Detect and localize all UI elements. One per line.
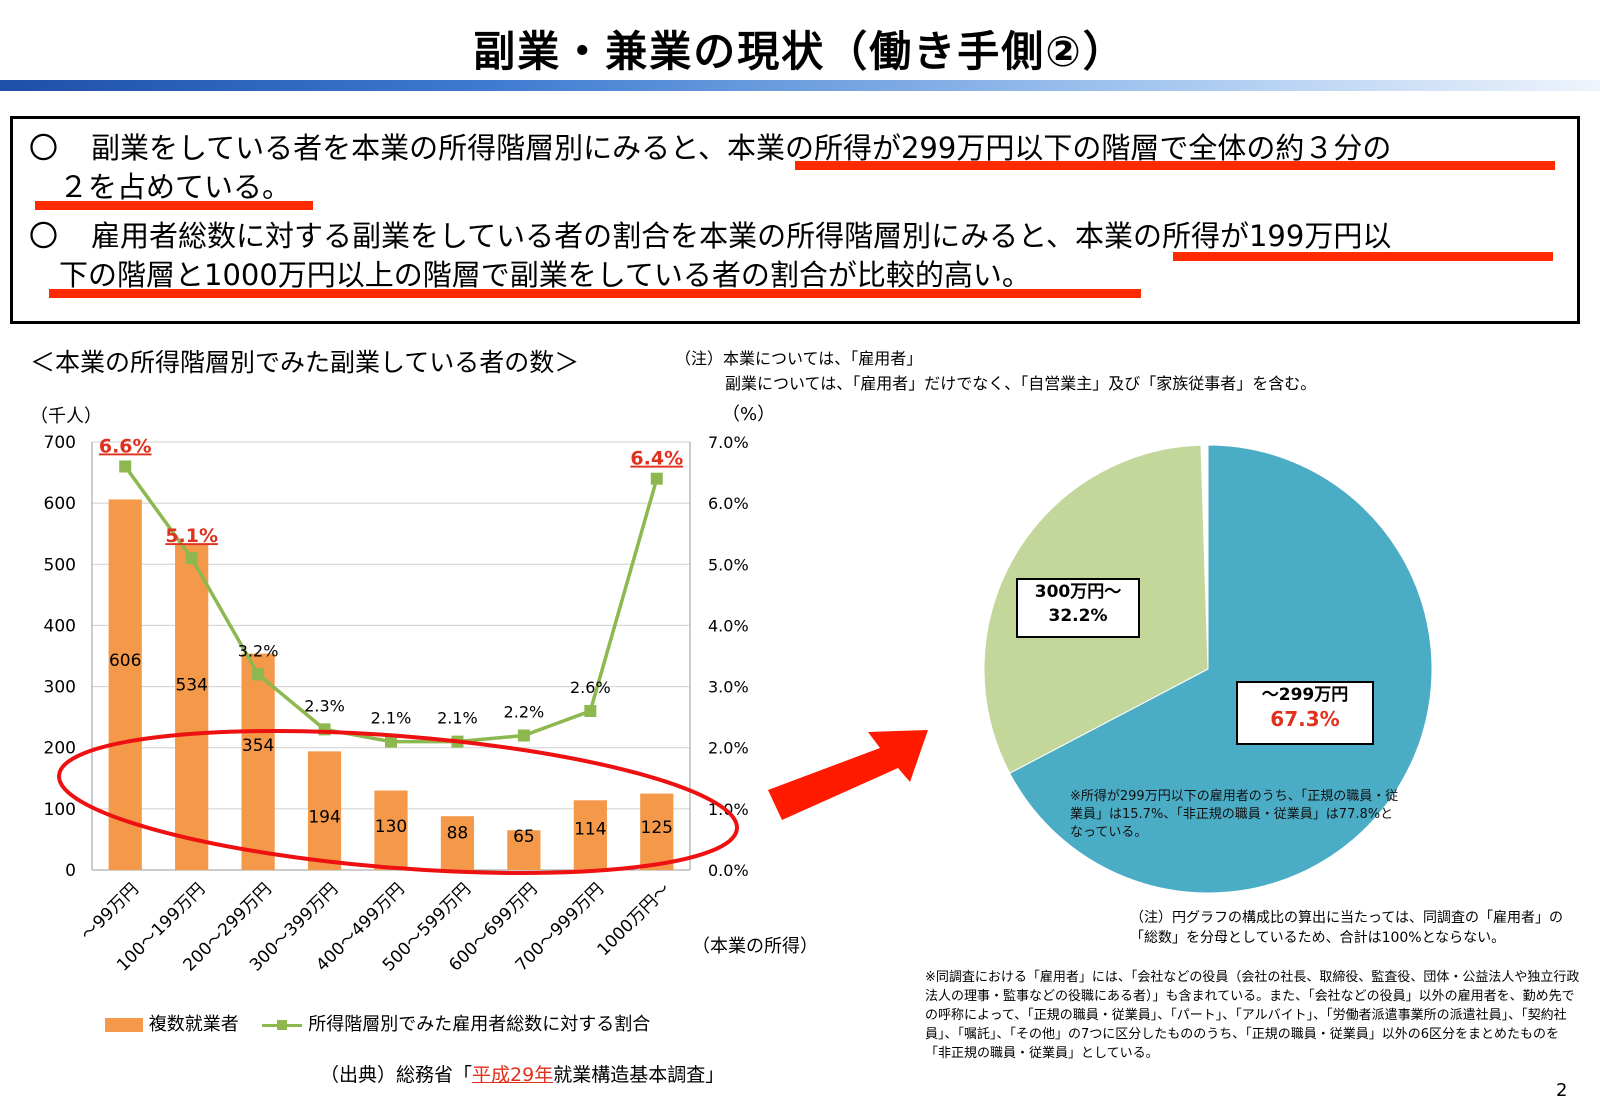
bar bbox=[307, 751, 342, 870]
bar-value-label: 88 bbox=[447, 824, 469, 844]
bullet1-line2: ２を占めている。 bbox=[59, 170, 292, 204]
pie-note-inside: ※所得が299万円以下の雇用者のうち、「正規の職員・従業員」は15.7%、「非正… bbox=[1070, 789, 1399, 840]
source-prefix: （出典）総務省「 bbox=[320, 1064, 473, 1086]
bar-value-label: 114 bbox=[574, 820, 606, 840]
ratio-marker bbox=[517, 729, 530, 742]
y-right-tick: 2.0% bbox=[708, 739, 749, 758]
bar-value-label: 354 bbox=[242, 736, 274, 756]
note-line-1: （注）本業については、「雇用者」 bbox=[675, 349, 923, 368]
bar bbox=[241, 653, 275, 870]
y-left-tick: 400 bbox=[44, 616, 76, 636]
y-right-unit: （%） bbox=[722, 404, 775, 425]
y-right-tick: 0.0% bbox=[708, 861, 749, 880]
source-highlight: 平成29年 bbox=[472, 1064, 554, 1086]
source-citation: （出典）総務省「平成29年就業構造基本調査」 bbox=[320, 1060, 724, 1087]
ratio-marker bbox=[119, 460, 132, 473]
ratio-value-label: 2.1% bbox=[371, 709, 412, 728]
bar bbox=[108, 499, 142, 870]
y-left-tick: 300 bbox=[44, 678, 76, 698]
y-right-tick: 4.0% bbox=[708, 616, 749, 635]
page-number: 2 bbox=[1556, 1080, 1568, 1101]
y-right-tick: 3.0% bbox=[708, 678, 749, 697]
y-left-tick: 600 bbox=[44, 494, 76, 514]
bullet-circle-icon: 〇 bbox=[29, 219, 59, 253]
summary-box: 〇副業をしている者を本業の所得階層別にみると、本業の所得が299万円以下の階層で… bbox=[10, 116, 1580, 324]
ratio-marker bbox=[385, 735, 397, 748]
red-underline bbox=[1173, 252, 1553, 261]
bar-value-label: 125 bbox=[641, 818, 673, 838]
ratio-value-label: 2.6% bbox=[570, 678, 611, 697]
y-right-tick: 7.0% bbox=[708, 433, 749, 452]
bullet2-line2: 下の階層と1000万円以上の階層で副業をしている者の割合が比較的高い。 bbox=[59, 258, 1031, 292]
red-arrow-icon bbox=[768, 730, 928, 820]
bar bbox=[175, 543, 209, 870]
y-right-tick: 5.0% bbox=[708, 555, 749, 574]
y-left-tick: 0 bbox=[65, 861, 76, 881]
ratio-value-label: 6.6% bbox=[99, 435, 152, 457]
bar bbox=[640, 793, 674, 870]
ratio-value-label: 2.3% bbox=[304, 696, 345, 715]
bar-value-label: 130 bbox=[375, 817, 407, 837]
y-left-tick: 700 bbox=[44, 433, 76, 453]
y-left-tick: 100 bbox=[44, 800, 76, 820]
ratio-value-label: 2.1% bbox=[437, 709, 478, 728]
y-left-tick: 200 bbox=[44, 739, 76, 759]
y-right-tick: 6.0% bbox=[708, 494, 749, 513]
x-tick-label: ～99万円 bbox=[77, 879, 143, 945]
y-left-tick: 500 bbox=[44, 555, 76, 575]
pie-label-under-299: ～299万円 67.3% bbox=[1236, 681, 1374, 745]
legend-bar-swatch bbox=[105, 1018, 143, 1032]
pie-label-300-plus: 300万円～ 32.2% bbox=[1016, 578, 1140, 638]
ratio-marker bbox=[252, 668, 265, 681]
pie-label-300-plus-name: 300万円～ bbox=[1034, 582, 1122, 602]
bullet-circle-icon: 〇 bbox=[29, 131, 59, 165]
x-unit-label: （本業の所得） bbox=[692, 936, 818, 957]
ratio-marker bbox=[185, 552, 198, 565]
bar-value-label: 65 bbox=[513, 827, 535, 847]
pie-label-300-plus-value: 32.2% bbox=[1048, 606, 1108, 626]
y-left-unit: （千人） bbox=[30, 406, 102, 427]
pie-note-2: ※同調査における「雇用者」には、「会社などの役員（会社の社長、取締役、監査役、団… bbox=[925, 970, 1580, 1061]
combo-chart: 01002003004005006007000.0%1.0%2.0%3.0%4.… bbox=[30, 404, 818, 975]
ratio-value-label: 2.2% bbox=[504, 702, 545, 721]
bullet2-line1: 雇用者総数に対する副業をしている者の割合を本業の所得階層別にみると、本業の所得が… bbox=[91, 219, 1392, 253]
red-underline bbox=[49, 289, 1141, 298]
highlight-ellipse bbox=[57, 729, 739, 875]
page-title: 副業・兼業の現状（働き手側②） bbox=[473, 27, 1127, 76]
pie-note-1: （注）円グラフの構成比の算出に当たっては、同調査の「雇用者」の「総数」を分母とし… bbox=[1130, 910, 1564, 946]
bar bbox=[374, 790, 408, 870]
bar bbox=[440, 816, 475, 870]
bar-value-label: 534 bbox=[175, 675, 207, 695]
red-underline bbox=[795, 161, 1555, 170]
summary-bullet-1: 〇副業をしている者を本業の所得階層別にみると、本業の所得が299万円以下の階層で… bbox=[29, 129, 1569, 207]
bar bbox=[507, 830, 541, 870]
bar-value-label: 606 bbox=[109, 651, 141, 671]
title-divider bbox=[0, 80, 1600, 91]
pie-slice bbox=[1009, 444, 1433, 894]
bar bbox=[573, 800, 607, 870]
bar-value-label: 194 bbox=[308, 807, 340, 827]
red-underline bbox=[35, 201, 313, 210]
pie-label-under-299-value: 67.3% bbox=[1270, 707, 1340, 731]
bullet1-line1: 副業をしている者を本業の所得階層別にみると、本業の所得が299万円以下の階層で全… bbox=[91, 131, 1392, 165]
chart-legend: 複数就業者 所得階層別でみた雇用者総数に対する割合 bbox=[105, 1010, 650, 1036]
ratio-value-label: 3.2% bbox=[238, 641, 279, 660]
ratio-value-label: 5.1% bbox=[165, 525, 218, 547]
source-suffix: 就業構造基本調査」 bbox=[553, 1064, 725, 1086]
ratio-value-label: 6.4% bbox=[630, 448, 683, 470]
chart-heading: ＜本業の所得階層別でみた副業している者の数＞ bbox=[30, 348, 580, 377]
legend-bar-label: 複数就業者 bbox=[148, 1014, 239, 1035]
summary-bullet-2: 〇雇用者総数に対する副業をしている者の割合を本業の所得階層別にみると、本業の所得… bbox=[29, 217, 1569, 295]
legend-line-swatch bbox=[262, 1018, 303, 1032]
note-line-2: 副業については、「雇用者」だけでなく、「自営業主」及び「家族従事者」を含む。 bbox=[725, 374, 1317, 393]
legend-line-label: 所得階層別でみた雇用者総数に対する割合 bbox=[308, 1014, 651, 1035]
ratio-marker bbox=[584, 705, 597, 718]
pie-label-under-299-name: ～299万円 bbox=[1261, 685, 1349, 705]
ratio-marker bbox=[650, 472, 663, 485]
